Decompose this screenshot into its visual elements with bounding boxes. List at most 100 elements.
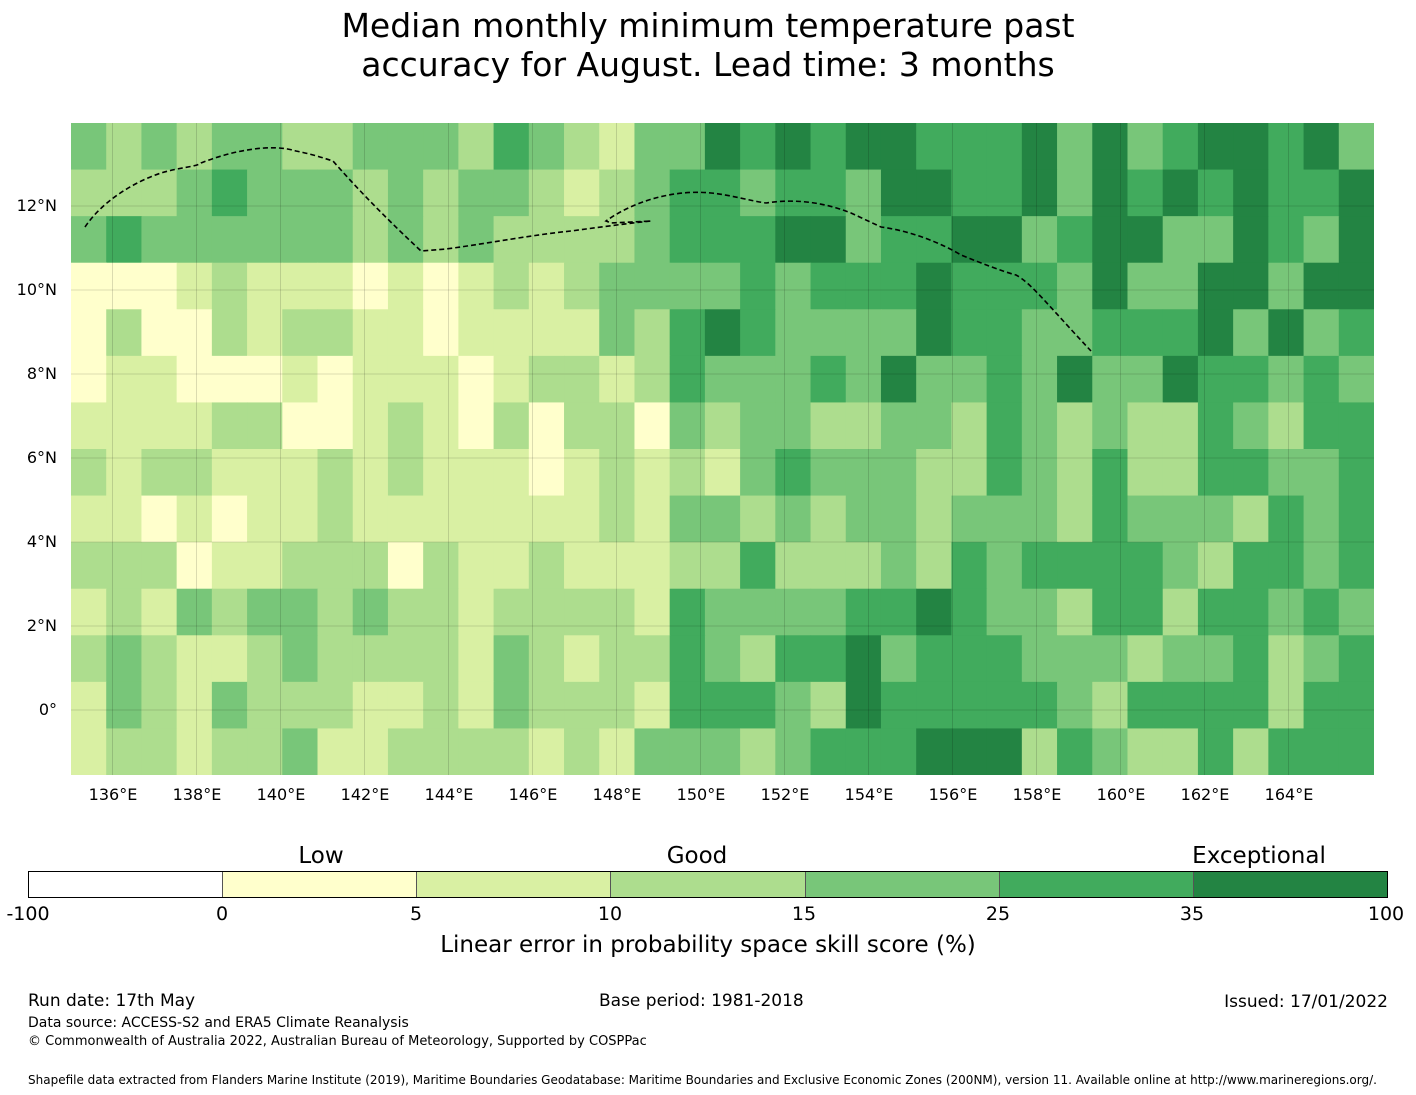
skill-grid-cell: [1303, 169, 1340, 217]
skill-grid-cell: [71, 635, 107, 683]
skill-grid-cell: [634, 495, 671, 543]
skill-grid-cell: [458, 635, 495, 683]
skill-grid-cell: [423, 728, 459, 775]
skill-grid-cell: [1338, 309, 1374, 357]
skill-grid-cell: [1338, 262, 1374, 310]
skill-grid-cell: [740, 588, 776, 636]
skill-grid-cell: [1092, 681, 1129, 730]
skill-grid-cell: [141, 681, 178, 730]
skill-grid-cell: [916, 402, 953, 450]
skill-grid-cell: [317, 635, 354, 683]
skill-grid-cell: [1092, 355, 1129, 404]
lon-label-162e: 162°E: [1180, 785, 1230, 804]
skill-grid-cell: [1233, 588, 1269, 636]
colorbar-segment: [998, 872, 1193, 897]
skill-grid-cell: [1162, 728, 1199, 775]
skill-grid-cell: [176, 402, 213, 450]
skill-grid-cell: [564, 588, 600, 636]
skill-grid-cell: [1162, 495, 1199, 543]
skill-grid-cell: [387, 681, 424, 730]
skill-grid-cell: [1057, 635, 1093, 683]
skill-grid-cell: [845, 309, 882, 357]
skill-grid-cell: [176, 355, 213, 404]
skill-grid-cell: [775, 262, 812, 310]
skill-grid-cell: [387, 309, 424, 357]
skill-grid-cell: [282, 635, 319, 683]
skill-grid-cell: [423, 402, 459, 450]
skill-grid-cell: [247, 169, 283, 217]
skill-grid-cell: [916, 728, 953, 775]
skill-grid-cell: [1233, 169, 1269, 217]
skill-grid-cell: [951, 588, 988, 636]
skill-grid-cell: [423, 635, 459, 683]
skill-grid-cell: [1057, 542, 1093, 590]
skill-grid-cell: [1197, 309, 1234, 357]
skill-grid-cell: [247, 588, 283, 636]
skill-grid-cell: [1338, 681, 1374, 730]
skill-grid-cell: [1092, 262, 1129, 310]
skill-grid-cell: [1021, 309, 1058, 357]
skill-grid-cell: [704, 588, 741, 636]
skill-grid-cell: [810, 728, 847, 775]
skill-grid-cell: [740, 449, 776, 497]
skill-grid-cell: [247, 681, 283, 730]
skill-grid-cell: [880, 495, 917, 543]
skill-grid-cell: [1057, 216, 1093, 264]
skill-grid-cell: [247, 449, 283, 497]
skill-grid-cell: [1303, 542, 1340, 590]
skill-grid-cell: [810, 588, 847, 636]
skill-grid-cell: [106, 402, 143, 450]
skill-grid-cell: [141, 495, 178, 543]
skill-grid-cell: [634, 588, 671, 636]
lon-label-160e: 160°E: [1096, 785, 1146, 804]
skill-grid-cell: [458, 495, 495, 543]
colorbar-segment: [610, 872, 805, 897]
chart-title: Median monthly minimum temperature past …: [0, 6, 1416, 84]
skill-grid-cell: [916, 449, 953, 497]
skill-grid-cell: [1092, 728, 1129, 775]
skill-grid-cell: [1268, 449, 1305, 497]
skill-grid-cell: [106, 635, 143, 683]
skill-grid-cell: [176, 123, 213, 171]
skill-grid-cell: [387, 355, 424, 404]
skill-grid-cell: [880, 123, 917, 171]
skill-grid-cell: [1197, 542, 1234, 590]
skill-grid-cell: [528, 123, 565, 171]
skill-grid-cell: [352, 542, 389, 590]
skill-grid-cell: [916, 309, 953, 357]
skill-grid-cell: [387, 449, 424, 497]
skill-grid-cell: [1197, 588, 1234, 636]
skill-grid-cell: [71, 355, 107, 404]
skill-grid-cell: [599, 355, 636, 404]
skill-grid-cell: [1162, 402, 1199, 450]
skill-grid-cell: [669, 449, 706, 497]
skill-grid-cell: [845, 635, 882, 683]
skill-grid-cell: [1092, 123, 1129, 171]
skill-grid-cell: [880, 402, 917, 450]
skill-grid-cell: [106, 728, 143, 775]
skill-grid-cell: [1092, 169, 1129, 217]
skill-grid-cell: [282, 495, 319, 543]
skill-grid-cell: [352, 355, 389, 404]
skill-grid-cell: [317, 728, 354, 775]
skill-grid-cell: [176, 542, 213, 590]
skill-grid-cell: [916, 123, 953, 171]
skill-grid-cell: [352, 123, 389, 171]
skill-grid-cell: [247, 216, 283, 264]
skill-grid-cell: [141, 123, 178, 171]
skill-grid-cell: [704, 309, 741, 357]
skill-grid-cell: [423, 588, 459, 636]
lon-label-146e: 146°E: [508, 785, 558, 804]
skill-grid-cell: [1092, 402, 1129, 450]
skill-grid-cell: [423, 542, 459, 590]
skill-grid-cell: [211, 588, 248, 636]
skill-grid-cell: [634, 216, 671, 264]
skill-grid-cell: [458, 123, 495, 171]
skill-grid-cell: [106, 588, 143, 636]
skill-grid-cell: [317, 309, 354, 357]
skill-grid-cell: [247, 495, 283, 543]
skill-grid-cell: [1057, 355, 1093, 404]
skill-grid-cell: [71, 216, 107, 264]
skill-grid-cell: [564, 123, 600, 171]
skill-grid-cell: [247, 123, 283, 171]
